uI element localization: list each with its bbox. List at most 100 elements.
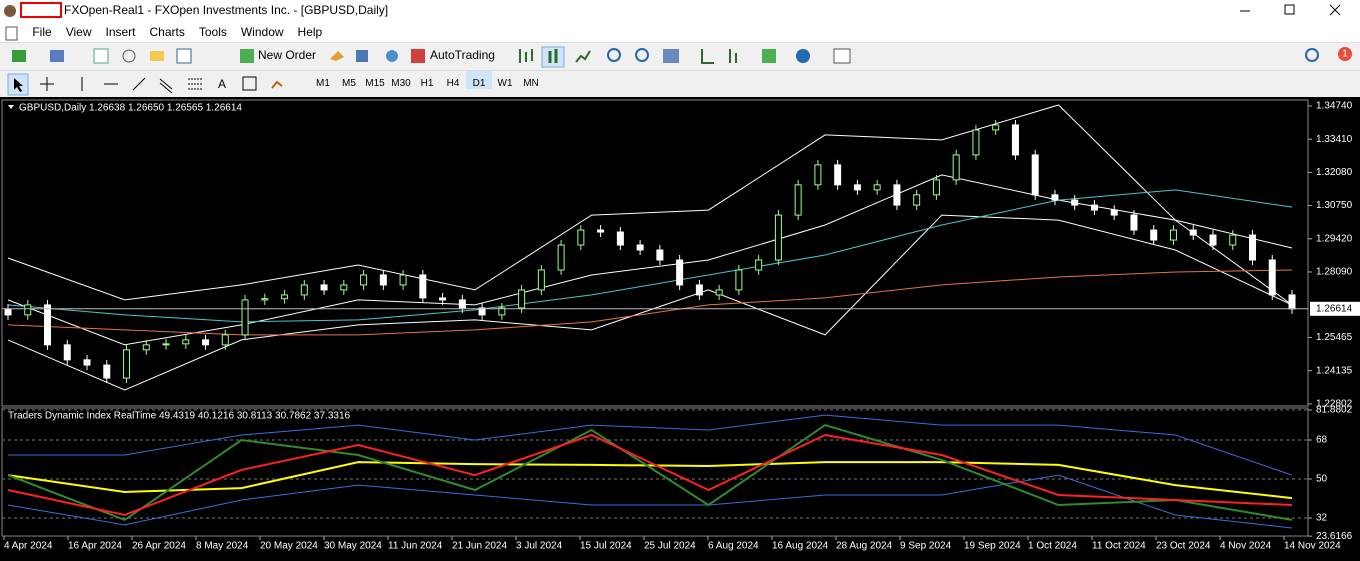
- y-tick-label: 68: [1316, 435, 1328, 446]
- timeframe-button[interactable]: M5: [342, 78, 356, 89]
- chart-area: 1.34740 1.33410 1.32080 1.30750 1.29420 1.280…: [0, 97, 1360, 561]
- search[interactable]: [1305, 48, 1319, 62]
- timeframe-button[interactable]: M1: [316, 78, 330, 89]
- close[interactable]: [1329, 4, 1341, 16]
- candle-body: [360, 274, 368, 286]
- candle-body: [794, 184, 802, 216]
- timeframe-button[interactable]: D1: [466, 71, 492, 89]
- candle-body: [340, 284, 348, 291]
- y-tick-label: 1.34740: [1316, 101, 1353, 112]
- trendline[interactable]: [132, 77, 146, 91]
- drawing-icons: A: [7, 73, 283, 96]
- crosshair[interactable]: [40, 77, 54, 91]
- market-watch[interactable]: [93, 48, 109, 64]
- signals[interactable]: [356, 50, 368, 62]
- candle-body: [4, 308, 12, 316]
- autotrading[interactable]: AutoTrading: [430, 48, 495, 62]
- label-tool[interactable]: [242, 76, 257, 91]
- arrows[interactable]: [271, 80, 283, 89]
- x-tick-label: 1 Oct 2024: [1028, 541, 1077, 552]
- indicator-line: [7, 474, 1293, 529]
- zoom-in[interactable]: [607, 48, 621, 62]
- x-tick-label: 16 Apr 2024: [68, 541, 122, 552]
- bar-chart[interactable]: [519, 49, 533, 63]
- menu-item[interactable]: Window: [240, 25, 284, 39]
- candle-body: [1288, 294, 1296, 310]
- collapse-arrow: [8, 105, 14, 109]
- candle-body: [63, 344, 71, 361]
- data-window[interactable]: [122, 49, 136, 63]
- price-label: 1.26614: [1316, 303, 1353, 314]
- cursor[interactable]: [14, 78, 23, 92]
- candle-body: [755, 259, 763, 271]
- timeframe-button[interactable]: M30: [391, 78, 411, 89]
- candle-body: [261, 298, 269, 301]
- new-order-icon[interactable]: [240, 49, 254, 63]
- candle-body: [616, 231, 624, 246]
- candle-body: [656, 249, 664, 261]
- x-tick-label: 9 Sep 2024: [900, 541, 952, 552]
- timeframe-button[interactable]: MN: [523, 78, 539, 89]
- channel[interactable]: [159, 78, 173, 94]
- zoom-out[interactable]: [635, 48, 649, 62]
- candle-body: [853, 184, 861, 191]
- menu-item[interactable]: Charts: [149, 25, 185, 39]
- candle-body: [1110, 209, 1118, 216]
- y-tick-label: 1.30750: [1316, 200, 1353, 211]
- new-order[interactable]: New Order: [258, 48, 316, 62]
- menu-bar: File View Insert Charts Tools Window Help: [0, 22, 1360, 42]
- timeframe-button[interactable]: W1: [497, 78, 513, 89]
- timeframes: M1 M5 M15 M30 H1 H4 D1 W1 MN: [310, 71, 544, 98]
- candle-body: [1209, 234, 1217, 246]
- candle-body: [577, 229, 585, 246]
- menu-item[interactable]: Insert: [105, 25, 136, 39]
- line-chart[interactable]: [575, 50, 591, 63]
- candle-body: [379, 274, 387, 286]
- candles[interactable]: [548, 49, 558, 63]
- menu-item[interactable]: Help: [297, 25, 323, 39]
- candle-body: [972, 129, 980, 156]
- candle-body: [676, 259, 684, 286]
- shift[interactable]: [729, 49, 737, 63]
- x-tick-label: 4 Apr 2024: [4, 541, 53, 552]
- x-tick-label: 11 Oct 2024: [1092, 541, 1146, 552]
- indicators[interactable]: [762, 49, 776, 63]
- x-tick-label: 11 Jun 2024: [388, 541, 443, 552]
- periods[interactable]: [796, 49, 810, 63]
- menu-item[interactable]: Tools: [198, 25, 227, 39]
- tile[interactable]: [663, 49, 679, 63]
- autotrading-icon[interactable]: [411, 49, 425, 63]
- maximize[interactable]: [1284, 4, 1295, 15]
- timeframe-button[interactable]: H4: [446, 78, 460, 89]
- fibonacci[interactable]: [188, 78, 202, 90]
- x-tick-label: 25 Jul 2024: [644, 541, 696, 552]
- timeframe-button[interactable]: H1: [420, 78, 434, 89]
- candle-body: [103, 364, 111, 379]
- text-tool[interactable]: A: [218, 77, 226, 91]
- candle-body: [873, 184, 881, 191]
- candle-body: [439, 297, 447, 301]
- x-tick-label: 21 Jun 2024: [452, 541, 507, 552]
- candle-body: [814, 164, 822, 186]
- candle-body: [518, 289, 526, 309]
- x-tick-label: 8 May 2024: [196, 541, 249, 552]
- notification-badge[interactable]: [1338, 47, 1352, 61]
- doc-icon: [5, 26, 18, 41]
- candle-body: [44, 304, 52, 346]
- candles-selected[interactable]: [541, 46, 565, 68]
- terminal[interactable]: [176, 48, 192, 64]
- timeframe-button[interactable]: M15: [365, 78, 385, 89]
- candle-body: [24, 304, 32, 316]
- navigator[interactable]: [150, 51, 164, 61]
- candle-body: [241, 299, 249, 336]
- y-tick-label: 1.33410: [1316, 134, 1353, 145]
- profiles[interactable]: [50, 50, 64, 62]
- market[interactable]: [386, 50, 398, 62]
- candle-body: [1011, 124, 1019, 156]
- new-chart[interactable]: [12, 50, 26, 62]
- scroll[interactable]: [701, 49, 714, 64]
- templates[interactable]: [833, 48, 851, 64]
- menu-item[interactable]: File: [32, 25, 52, 39]
- menu-item[interactable]: View: [65, 25, 92, 39]
- metaeditor[interactable]: [330, 51, 344, 61]
